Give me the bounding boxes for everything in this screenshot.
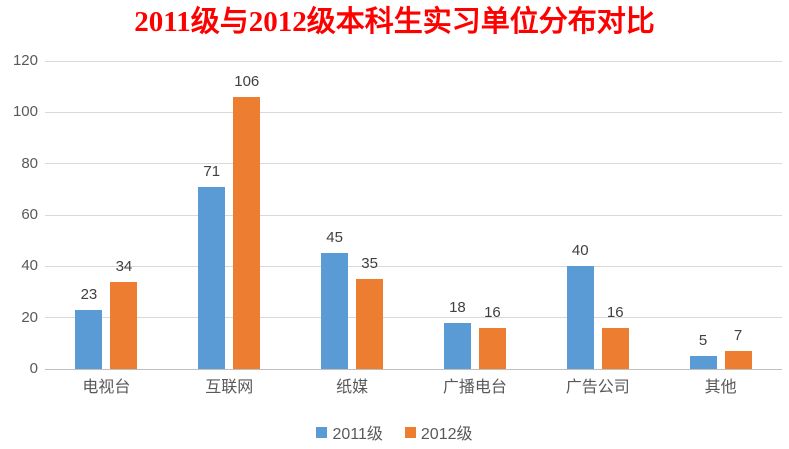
gridline [45, 265, 782, 267]
legend-label: 2011级 [332, 426, 383, 443]
data-label: 35 [361, 255, 378, 272]
legend-item-2012级: 2012级 [404, 420, 473, 444]
x-axis-category-label: 电视台 [82, 379, 131, 396]
bar-2011级-互联网 [198, 187, 226, 369]
bar-2012级-其他 [724, 351, 752, 369]
legend-swatch-icon [404, 426, 416, 438]
bar-2011级-电视台 [75, 310, 103, 369]
data-label: 18 [449, 299, 466, 316]
bar-2011级-广告公司 [566, 266, 594, 369]
bar-2012级-广播电台 [478, 328, 506, 369]
bar-2011级-其他 [689, 356, 717, 369]
legend-label: 2012级 [420, 426, 473, 443]
data-label: 45 [326, 229, 343, 246]
gridline [45, 214, 782, 216]
y-axis-tick-label: 60 [21, 206, 38, 223]
y-axis-tick-label: 120 [12, 52, 38, 69]
y-axis-tick-label: 0 [29, 360, 38, 377]
y-axis-tick-label: 80 [21, 154, 38, 172]
bar-2012级-电视台 [110, 282, 138, 369]
bar-2012级-广告公司 [601, 328, 629, 369]
gridline [45, 317, 782, 319]
x-axis-category-label: 广播电台 [442, 379, 507, 396]
data-label: 106 [234, 73, 260, 90]
legend-item-2011级: 2011级 [316, 420, 383, 444]
y-axis-tick-label: 20 [21, 308, 38, 326]
data-label: 40 [571, 242, 589, 259]
chart-legend: 2011级 2012级 [0, 420, 789, 444]
x-axis-category-label: 广告公司 [565, 379, 630, 396]
gridline [45, 163, 782, 165]
gridline [45, 60, 782, 62]
y-axis-tick-label: 100 [12, 103, 38, 121]
bar-2012级-互联网 [233, 97, 261, 369]
x-axis-line [45, 368, 782, 370]
gridline [45, 111, 782, 113]
x-axis-category-label: 其他 [704, 379, 737, 396]
x-axis-category-label: 纸媒 [336, 379, 369, 396]
data-label: 16 [484, 304, 501, 321]
data-label: 34 [115, 258, 133, 275]
legend-swatch-icon [316, 426, 328, 438]
bar-2012级-纸媒 [356, 279, 384, 369]
y-axis-tick-label: 40 [21, 257, 38, 275]
data-label: 23 [80, 286, 98, 303]
bar-2011级-纸媒 [321, 253, 349, 369]
data-label: 7 [733, 327, 743, 344]
data-label: 16 [606, 304, 624, 321]
data-label: 5 [698, 332, 708, 349]
bar-2011级-广播电台 [443, 323, 471, 369]
x-axis-category-label: 互联网 [205, 379, 254, 396]
chart-title: 2011级与2012级本科生实习单位分布对比 [134, 6, 655, 38]
data-label: 71 [203, 163, 221, 180]
